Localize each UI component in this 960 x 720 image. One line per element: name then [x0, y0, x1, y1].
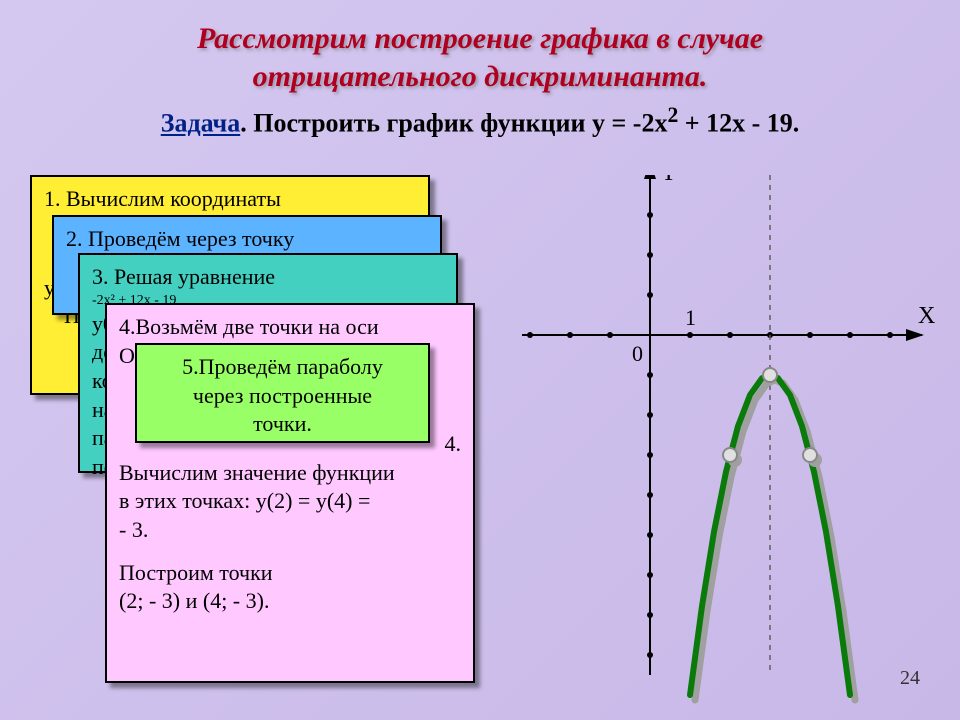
title-line-2: отрицательного дискриминанта.	[30, 58, 930, 96]
step5-l2: через построенные	[149, 382, 416, 411]
step4-l2: О	[119, 342, 135, 371]
step2-text: 2. Проведём через точку	[66, 225, 428, 254]
page-number: 24	[900, 667, 920, 690]
steps-container: 1. Вычислим координаты y₀ = П 2. Проведё…	[30, 175, 470, 675]
step4-l8: Построим точки	[119, 559, 461, 588]
task-line: Задача. Построить график функции y = -2x…	[30, 103, 930, 139]
chart-svg: Y X 0 1	[510, 175, 940, 705]
chart-area: Y X 0 1	[510, 175, 940, 685]
step4-l9: (2; - 3) и (4; - 3).	[119, 587, 461, 616]
step4-l1: 4.Возьмём две точки на оси	[119, 313, 461, 342]
title-line-1: Рассмотрим построение графика в случае	[30, 20, 930, 58]
step4-l6: в этих точках: y(2) = y(4) =	[119, 487, 461, 516]
slide-header: Рассмотрим построение графика в случае о…	[0, 0, 960, 149]
step3-l1: 3. Решая уравнение	[92, 263, 444, 292]
step1-text: 1. Вычислим координаты	[44, 185, 416, 214]
svg-text:1: 1	[685, 305, 696, 330]
svg-text:0: 0	[632, 341, 643, 366]
task-label: Задача	[161, 109, 241, 138]
task-rest: + 12x - 19.	[678, 109, 799, 138]
step-5: 5.Проведём параболу через построенные то…	[135, 343, 430, 443]
svg-text:Y: Y	[660, 175, 677, 186]
step4-l7: - 3.	[119, 516, 461, 545]
task-exp: 2	[667, 103, 678, 127]
svg-text:X: X	[918, 303, 935, 329]
step5-l3: точки.	[149, 410, 416, 439]
task-text: . Построить график функции y = -2x	[240, 109, 667, 138]
step5-l1: 5.Проведём параболу	[149, 353, 416, 382]
step4-l5: Вычислим значение функции	[119, 459, 461, 488]
